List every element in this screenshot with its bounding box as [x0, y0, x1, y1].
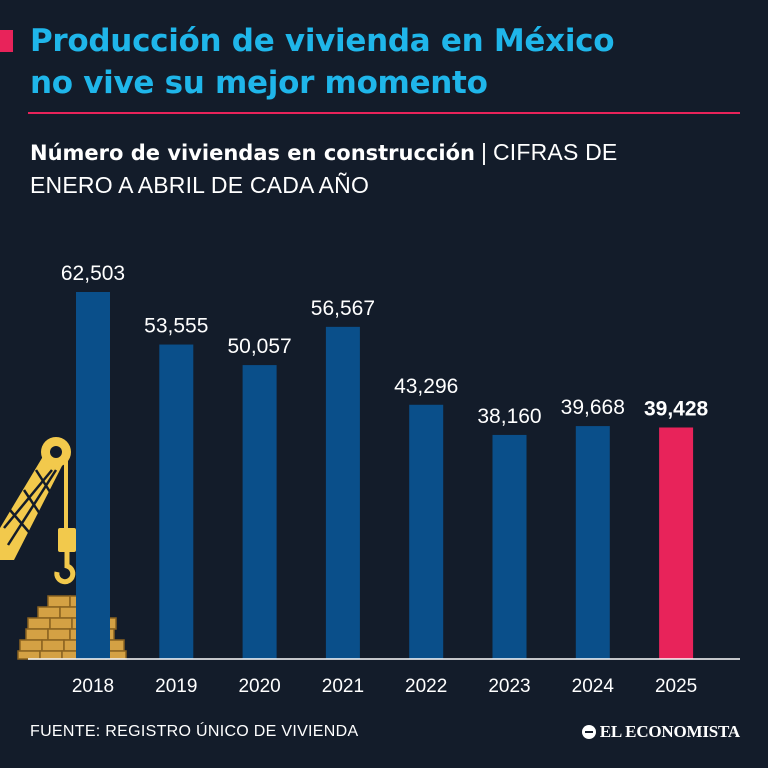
subtitle-separator: |: [480, 139, 487, 165]
subtitle-strong: Número de viviendas en construcción: [30, 141, 475, 165]
title-line-2: no vive su mejor momento: [30, 65, 488, 101]
bar-2025: [659, 427, 694, 659]
subtitle-light-1: CIFRAS DE: [492, 139, 618, 165]
page-title: Producción de vivienda en México no vive…: [30, 20, 750, 104]
x-tick-2022: 2022: [405, 676, 447, 697]
source-note: FUENTE: REGISTRO ÚNICO DE VIVIENDA: [30, 723, 359, 740]
data-label-2024: 39,668: [561, 396, 625, 419]
x-tick-2023: 2023: [488, 676, 530, 697]
title-line-1: Producción de vivienda en México: [30, 23, 615, 59]
bar-2019: [159, 344, 194, 659]
chart-subtitle: Número de viviendas en construcción | CIFR…: [30, 136, 730, 201]
data-label-2025: 39,428: [644, 397, 709, 420]
publisher-logo: EL ECONOMISTA: [581, 722, 740, 742]
logo-text: EL ECONOMISTA: [599, 722, 740, 741]
data-label-2021: 56,567: [311, 297, 375, 320]
bar-2022: [409, 404, 444, 659]
title-divider: [28, 112, 740, 114]
x-tick-2021: 2021: [322, 676, 364, 697]
crane-lattice: [3, 469, 58, 546]
crane-hook: [54, 552, 76, 585]
data-label-2019: 53,555: [144, 315, 208, 338]
crane-pulley-center: [50, 446, 62, 458]
bar-2021: [325, 326, 360, 659]
logo-icon: [581, 725, 596, 739]
bar-2023: [492, 434, 527, 659]
bar-2024: [575, 426, 610, 659]
x-tick-2025: 2025: [655, 676, 697, 697]
x-tick-2024: 2024: [572, 676, 615, 697]
data-label-2022: 43,296: [394, 375, 458, 398]
bar-2020: [242, 365, 277, 659]
accent-bar: [0, 30, 13, 52]
x-tick-2020: 2020: [238, 676, 280, 697]
crane-block: [58, 528, 76, 552]
subtitle-light-2: ENERO A ABRIL DE CADA AÑO: [30, 172, 370, 198]
x-tick-2019: 2019: [155, 676, 197, 697]
bar-2018: [76, 292, 110, 659]
data-label-2018: 62,503: [61, 262, 125, 285]
data-label-2023: 38,160: [477, 405, 541, 428]
x-tick-2018: 2018: [72, 676, 114, 697]
data-label-2020: 50,057: [227, 335, 291, 358]
